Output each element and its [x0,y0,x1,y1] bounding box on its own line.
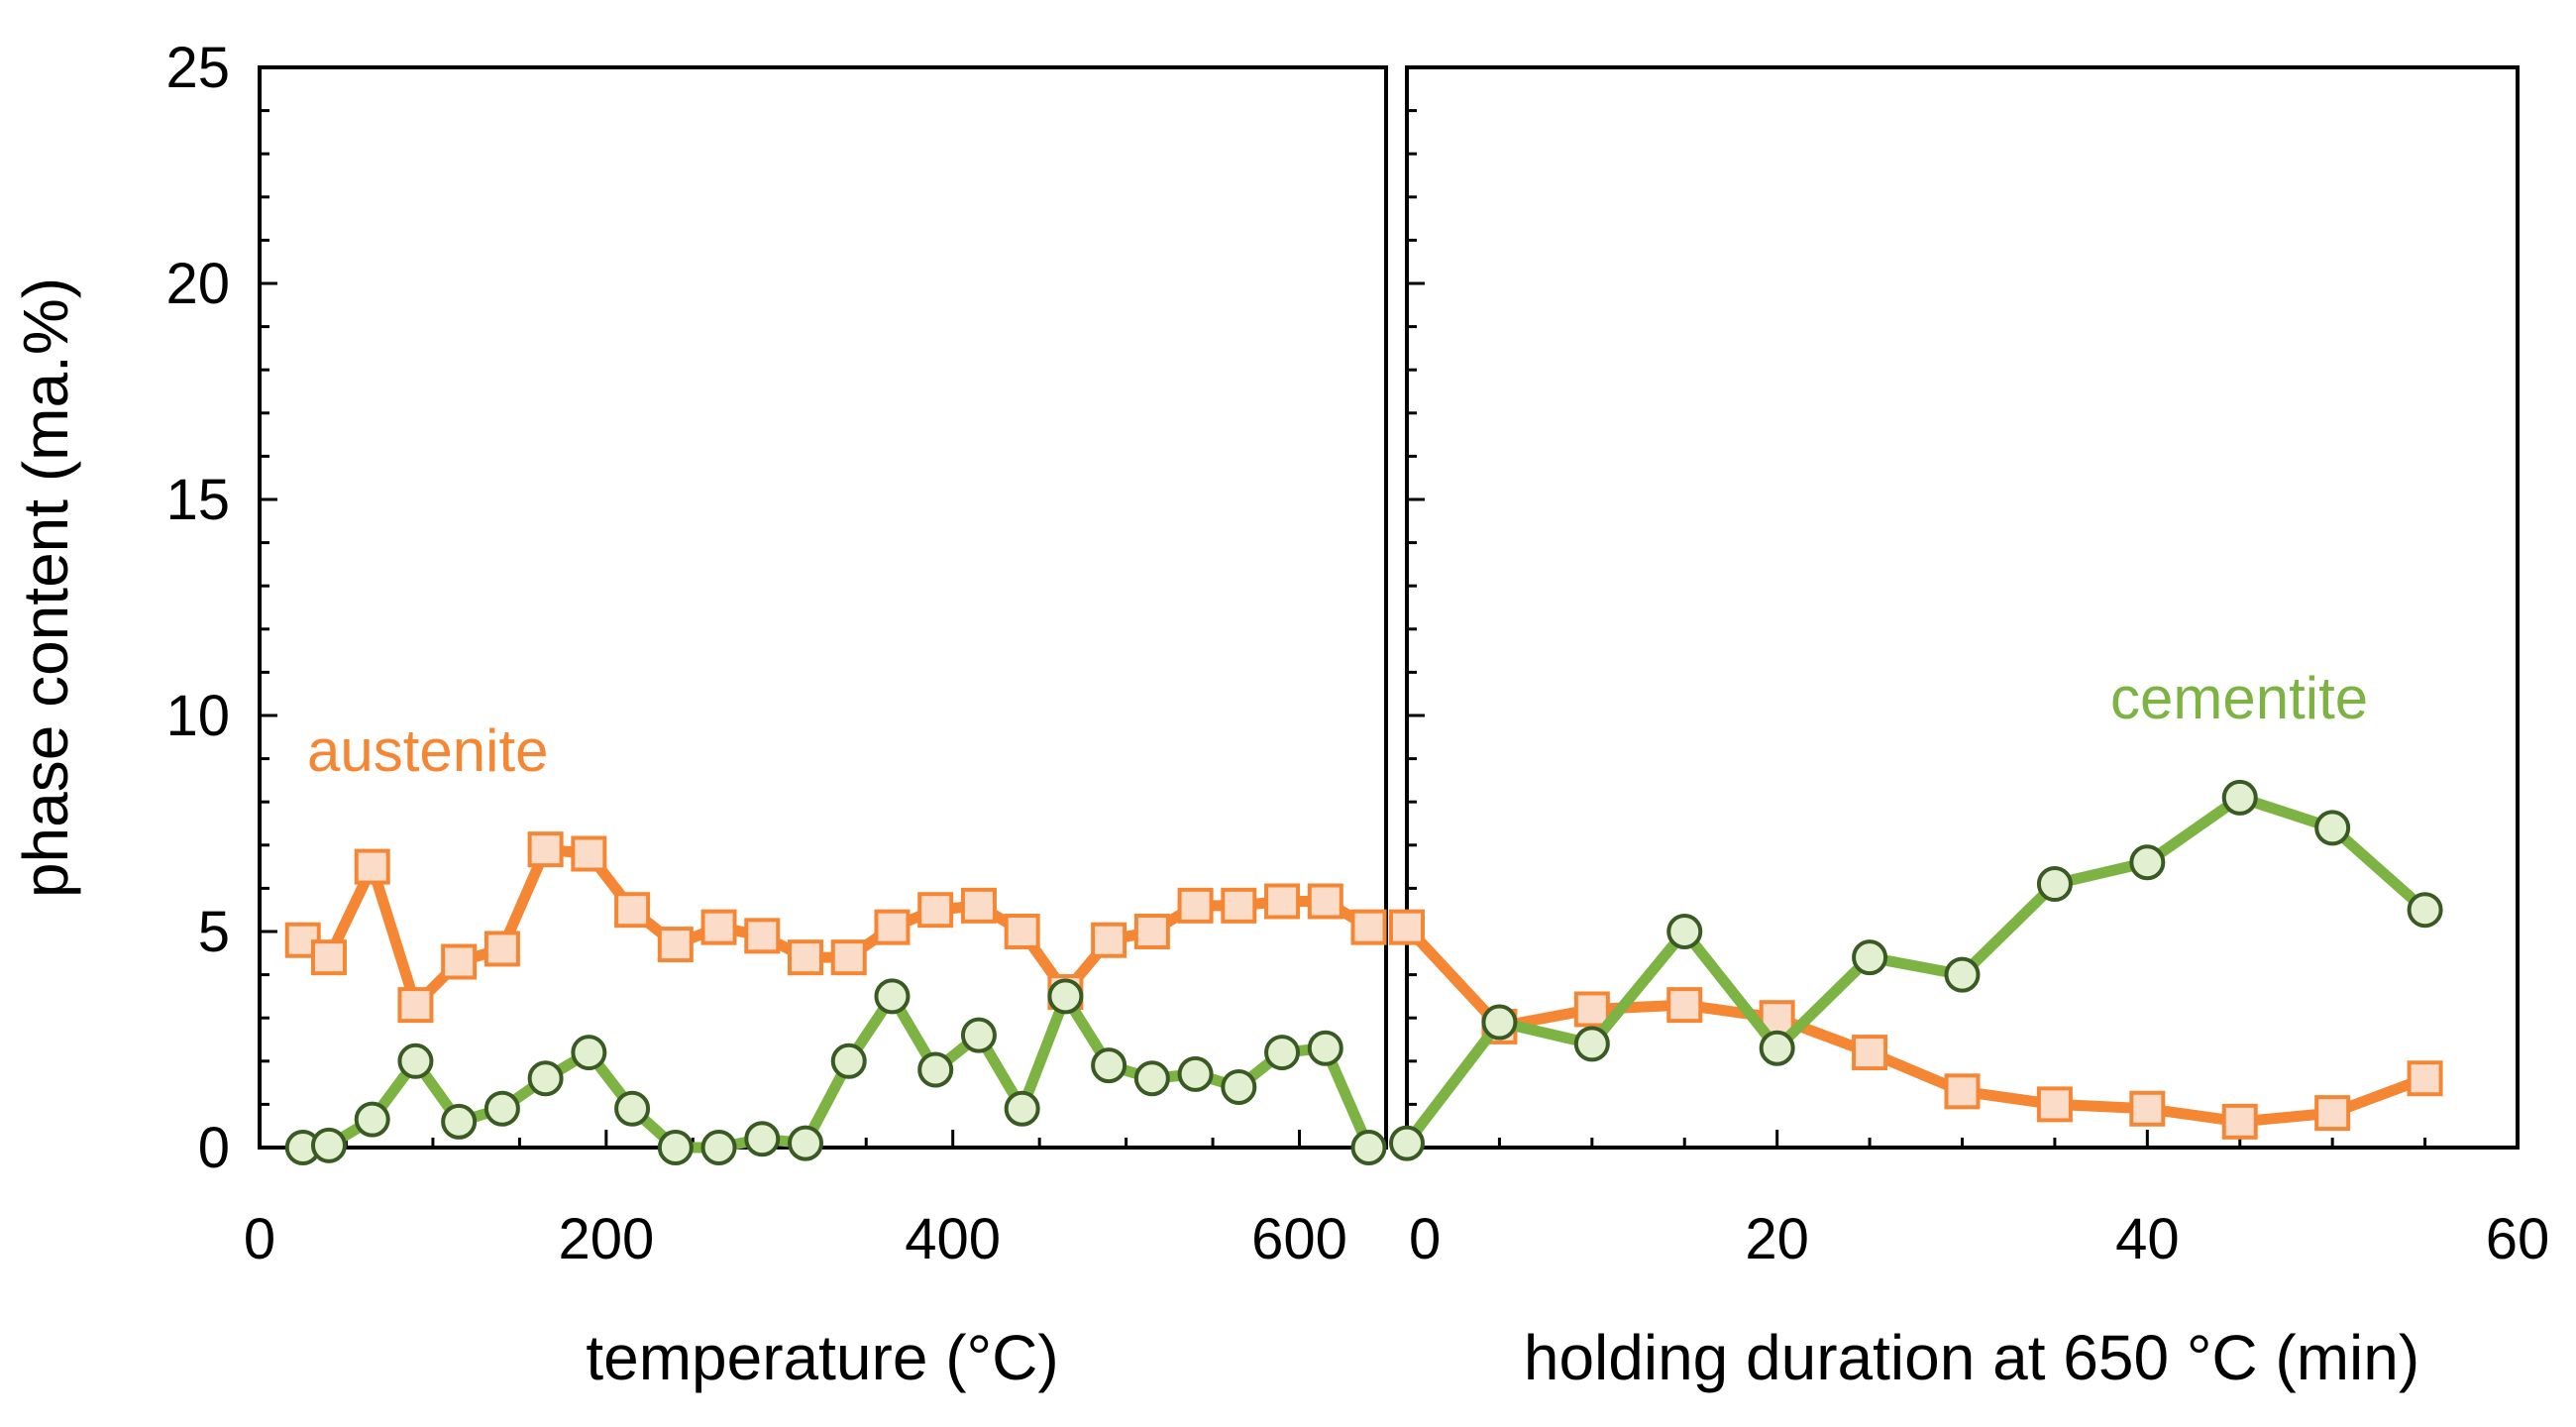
austenite-point [1177,887,1214,924]
x-tick-label-p1: 40 [2115,1207,2180,1271]
cementite-point [2407,892,2443,929]
y-tick-label: 10 [165,684,230,748]
cementite-point [441,1103,478,1140]
austenite-point [2221,1103,2258,1140]
y-tick-label: 15 [165,468,230,532]
austenite-series-label: austenite [307,717,549,784]
austenite-point [1666,987,1703,1024]
cementite-point [1350,1130,1387,1165]
austenite-point [788,939,824,976]
austenite-line-p1 [1401,922,2431,1128]
cementite-point [483,1090,520,1127]
austenite-point [1350,909,1387,945]
cementite-point [2036,866,2073,903]
x-tick-label-p0: 600 [1251,1207,1347,1271]
cementite-line-p1 [1401,792,2431,1150]
austenite-point [874,909,911,945]
x-tick-label-p1: 20 [1745,1207,1809,1271]
x-tick-label-p0: 200 [558,1207,654,1271]
cementite-point [960,1017,997,1053]
austenite-point [2129,1090,2166,1127]
cementite-point [917,1051,954,1088]
x-axis-title-temperature: temperature (°C) [586,1322,1058,1393]
austenite-point [1944,1073,1981,1110]
austenite-point [1389,909,1425,945]
cementite-point [2221,779,2258,816]
axis-ticks [258,65,2520,1150]
cementite-series-label: cementite [2110,665,2368,731]
y-axis-title: phase content (ma.%) [10,277,81,898]
y-tick-label: 0 [198,1116,230,1180]
cementite-point [830,1043,867,1079]
austenite-point [527,831,564,868]
x-tick-label-p1: 0 [1409,1207,1441,1271]
austenite-point [1264,883,1301,920]
cementite-point [310,1127,347,1163]
x-axis-title-holding-duration: holding duration at 650 °C (min) [1524,1322,2419,1393]
austenite-line-p0 [297,843,1375,1011]
x-tick-label-p0: 0 [244,1207,275,1271]
cementite-point [1852,939,1888,976]
austenite-point [614,892,651,929]
y-tick-label: 25 [165,36,230,100]
austenite-point [700,909,737,945]
austenite-point [1221,887,1257,924]
cementite-point [571,1035,607,1071]
cementite-point [1481,1004,1518,1041]
austenite-point [310,939,347,976]
cementite-point [397,1043,434,1079]
austenite-point [744,918,781,954]
austenite-point [1133,914,1170,949]
y-tick-labels: 0 5 10 15 20 25 [165,36,230,1180]
cementite-point [657,1130,694,1165]
cementite-point [874,978,911,1015]
austenite-point [1004,914,1040,949]
austenite-point [917,892,954,929]
austenite-point [1307,883,1343,920]
austenite-point [2407,1060,2443,1097]
cementite-point [354,1101,390,1138]
austenite-point [1573,991,1610,1028]
cementite-point [1573,1026,1610,1062]
series-layer [284,779,2443,1165]
austenite-point [483,931,520,967]
y-tick-label: 5 [198,900,230,964]
cementite-point [788,1125,824,1161]
cementite-point [1221,1068,1257,1105]
cementite-point [1264,1035,1301,1071]
austenite-point [354,848,390,885]
cementite-point [1666,914,1703,949]
y-tick-label: 20 [165,252,230,316]
cementite-point [744,1121,781,1157]
austenite-point [960,887,997,924]
cementite-point [1759,1030,1795,1066]
cementite-point [1307,1030,1343,1066]
cementite-point [1047,978,1084,1015]
x-tick-label-p1: 60 [2486,1207,2550,1271]
cementite-point [1091,1047,1127,1084]
cementite-point [1177,1055,1214,1092]
cementite-point [1004,1090,1040,1127]
cementite-point [1133,1060,1170,1097]
austenite-point [830,939,867,976]
austenite-point [397,987,434,1024]
austenite-point [1852,1035,1888,1071]
cementite-point [614,1090,651,1127]
austenite-point [1091,922,1127,958]
austenite-point [441,943,478,980]
cementite-point [2314,810,2351,846]
x-tick-labels: 0 200 400 600 0 20 40 60 [244,1207,2549,1271]
x-tick-label-p0: 400 [905,1207,1001,1271]
cementite-point [2129,844,2166,881]
cementite-point [1389,1125,1425,1161]
austenite-point [657,927,694,963]
left-panel-frame [258,65,1388,1150]
cementite-point [1944,956,1981,993]
austenite-point [2036,1086,2073,1123]
cementite-point [527,1060,564,1097]
austenite-point [2314,1095,2351,1132]
cementite-point [700,1130,737,1165]
austenite-point [571,835,607,872]
